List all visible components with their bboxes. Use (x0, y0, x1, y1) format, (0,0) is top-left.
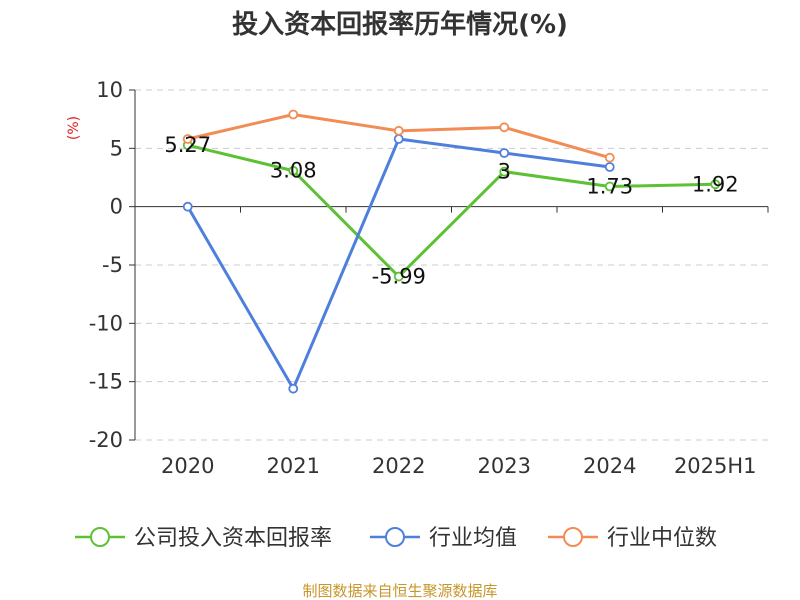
series-layer (182, 109, 721, 394)
axes: 10 5 0 -5 -10 -15 -20 2020 2021 2022 2023 2024 2025H… (89, 78, 769, 478)
data-point[interactable] (182, 201, 193, 212)
legend-item-0[interactable]: 公司投入资本回报率 (75, 526, 332, 551)
data-label: 1.92 (692, 172, 739, 196)
x-tick-label: 2021 (267, 454, 320, 478)
source-note: 制图数据来自恒生聚源数据库 (302, 582, 497, 600)
legend-label: 行业均值 (429, 526, 517, 551)
series-2 (182, 109, 615, 163)
data-point[interactable] (604, 152, 615, 163)
data-point[interactable] (499, 166, 510, 177)
data-point[interactable] (710, 179, 721, 190)
y-tick-label: -15 (89, 370, 123, 394)
data-point[interactable] (393, 271, 404, 282)
data-label: 3 (498, 160, 511, 184)
data-point[interactable] (499, 148, 510, 158)
y-axis-unit: (%) (66, 116, 82, 140)
x-tick-label: 2022 (372, 454, 425, 478)
y-tick-label: 5 (110, 136, 123, 160)
data-point[interactable] (604, 181, 615, 192)
x-tick-label: 2020 (161, 454, 214, 478)
y-tick-label: -20 (89, 428, 123, 452)
y-tick-label: -10 (89, 311, 123, 335)
data-label: 1.73 (586, 174, 633, 198)
data-point[interactable] (182, 134, 193, 144)
data-point[interactable] (288, 109, 299, 120)
data-point[interactable] (393, 134, 404, 144)
data-point[interactable] (393, 125, 404, 136)
legend-marker (90, 527, 110, 547)
y-tick-label: -5 (102, 253, 123, 277)
grid (135, 89, 768, 441)
x-tick-label: 2024 (583, 454, 636, 478)
legend-item-1[interactable]: 行业均值 (370, 526, 517, 551)
data-label: 5.27 (164, 133, 211, 157)
data-point[interactable] (288, 165, 299, 176)
data-point[interactable] (604, 162, 615, 172)
data-label: -5.99 (372, 265, 426, 289)
legend-marker (385, 527, 405, 547)
data-labels: 5.27 3.08 -5.99 3 1.73 1.92 (164, 133, 738, 288)
legend[interactable]: 公司投入资本回报率 行业均值 行业中位数 (75, 526, 717, 551)
x-tick-label: 2023 (478, 454, 531, 478)
x-tick-label: 2025H1 (674, 454, 757, 478)
legend-label: 公司投入资本回报率 (134, 526, 332, 551)
legend-marker (563, 527, 583, 547)
series-0 (182, 140, 721, 282)
legend-item-2[interactable]: 行业中位数 (548, 526, 717, 551)
chart-title: 投入资本回报率历年情况(%) (232, 9, 568, 40)
series-1 (182, 134, 615, 394)
data-label: 3.08 (270, 159, 317, 183)
data-point[interactable] (288, 383, 299, 394)
data-point[interactable] (499, 122, 510, 133)
y-tick-label: 10 (96, 78, 123, 102)
legend-label: 行业中位数 (607, 526, 717, 551)
series-line (187, 143, 716, 279)
y-tick-label: 0 (110, 195, 123, 219)
